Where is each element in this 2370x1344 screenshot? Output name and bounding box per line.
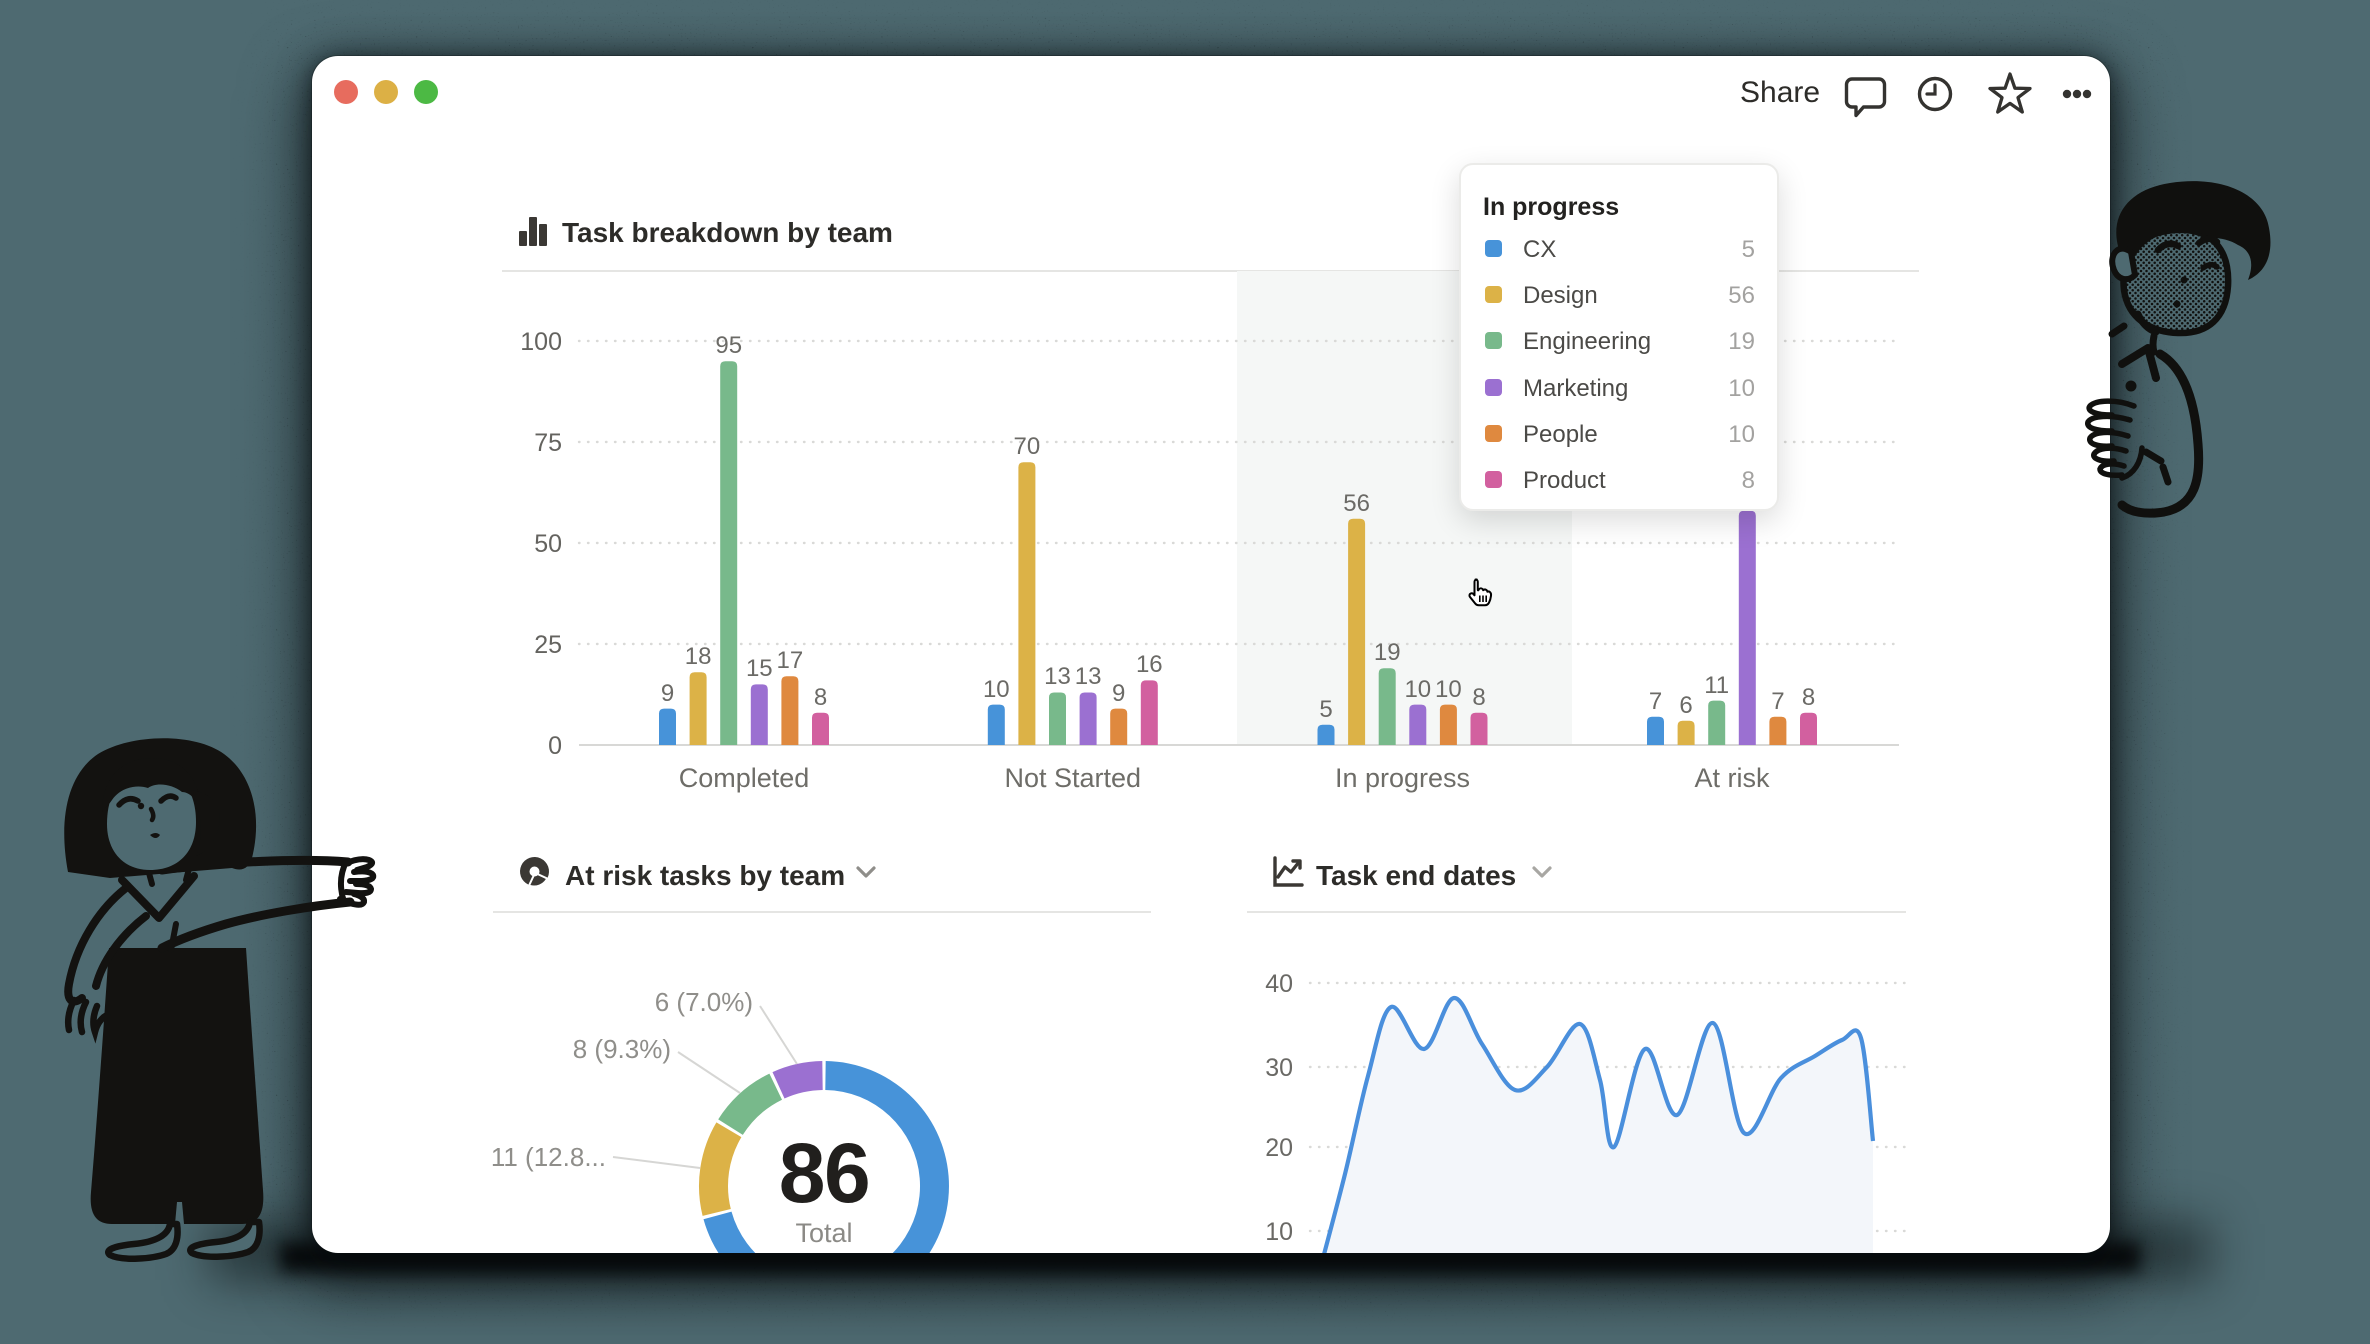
svg-text:0: 0 bbox=[548, 732, 562, 760]
svg-text:6 (7.0%): 6 (7.0%) bbox=[655, 987, 753, 1017]
svg-text:16: 16 bbox=[1136, 651, 1163, 678]
svg-text:5: 5 bbox=[1742, 236, 1755, 263]
svg-text:11 (12.8...: 11 (12.8... bbox=[491, 1142, 606, 1172]
svg-text:10: 10 bbox=[1404, 676, 1431, 703]
svg-text:10: 10 bbox=[1728, 421, 1755, 448]
svg-text:56: 56 bbox=[1343, 490, 1370, 517]
svg-text:20: 20 bbox=[1265, 1134, 1293, 1162]
svg-text:Total: Total bbox=[795, 1218, 852, 1248]
svg-text:25: 25 bbox=[534, 631, 562, 659]
svg-text:30: 30 bbox=[1265, 1054, 1293, 1082]
svg-text:50: 50 bbox=[534, 530, 562, 558]
svg-text:56: 56 bbox=[1728, 282, 1755, 309]
svg-text:15: 15 bbox=[746, 655, 773, 682]
svg-text:In progress: In progress bbox=[1335, 763, 1470, 793]
svg-text:13: 13 bbox=[1075, 663, 1102, 690]
svg-text:40: 40 bbox=[1265, 970, 1293, 998]
svg-text:10: 10 bbox=[1265, 1218, 1293, 1246]
svg-text:CX: CX bbox=[1523, 236, 1556, 263]
svg-text:People: People bbox=[1523, 421, 1598, 448]
svg-text:Design: Design bbox=[1523, 282, 1598, 309]
svg-text:8: 8 bbox=[1472, 684, 1485, 711]
svg-text:Task breakdown by team: Task breakdown by team bbox=[562, 217, 893, 248]
svg-text:18: 18 bbox=[685, 643, 712, 670]
svg-text:In progress: In progress bbox=[1483, 193, 1619, 221]
svg-text:10: 10 bbox=[1728, 375, 1755, 402]
svg-text:Marketing: Marketing bbox=[1523, 375, 1628, 402]
svg-text:At risk: At risk bbox=[1694, 763, 1770, 793]
svg-text:8: 8 bbox=[1742, 467, 1755, 494]
svg-text:8: 8 bbox=[1802, 684, 1815, 711]
svg-text:Task end dates: Task end dates bbox=[1316, 860, 1516, 891]
svg-text:9: 9 bbox=[661, 680, 674, 707]
svg-text:6: 6 bbox=[1679, 692, 1692, 719]
svg-text:8 (9.3%): 8 (9.3%) bbox=[573, 1034, 671, 1064]
svg-text:19: 19 bbox=[1728, 328, 1755, 355]
svg-text:8: 8 bbox=[814, 684, 827, 711]
svg-text:11: 11 bbox=[1704, 672, 1729, 699]
svg-text:9: 9 bbox=[1112, 680, 1125, 707]
svg-text:At risk tasks by team: At risk tasks by team bbox=[565, 860, 845, 891]
svg-text:7: 7 bbox=[1649, 688, 1662, 715]
svg-text:19: 19 bbox=[1374, 639, 1401, 666]
svg-text:10: 10 bbox=[1435, 676, 1462, 703]
svg-text:86: 86 bbox=[779, 1126, 869, 1220]
svg-text:Completed: Completed bbox=[679, 763, 810, 793]
svg-text:13: 13 bbox=[1044, 663, 1071, 690]
svg-text:70: 70 bbox=[1014, 433, 1041, 460]
svg-text:17: 17 bbox=[777, 647, 804, 674]
svg-text:95: 95 bbox=[715, 332, 742, 359]
svg-text:7: 7 bbox=[1771, 688, 1784, 715]
svg-text:Engineering: Engineering bbox=[1523, 328, 1651, 355]
svg-text:Not Started: Not Started bbox=[1005, 763, 1142, 793]
svg-text:5: 5 bbox=[1319, 696, 1332, 723]
svg-text:75: 75 bbox=[534, 429, 562, 457]
svg-text:Product: Product bbox=[1523, 467, 1606, 494]
svg-text:10: 10 bbox=[983, 676, 1010, 703]
svg-text:100: 100 bbox=[520, 328, 562, 356]
